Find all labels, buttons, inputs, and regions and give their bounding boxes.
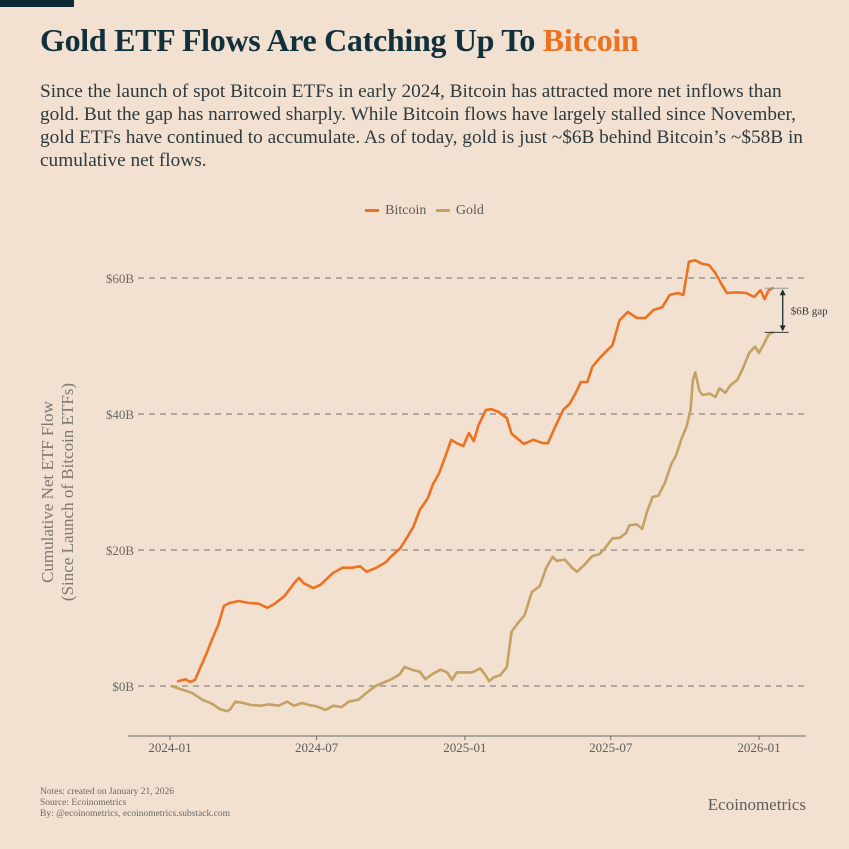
- x-tick-label: 2026-01: [737, 740, 780, 755]
- note-source: Source: Ecoinometrics: [40, 798, 127, 808]
- y-tick-label: $0B: [112, 679, 134, 694]
- subtitle: Since the launch of spot Bitcoin ETFs in…: [40, 81, 803, 171]
- series-line-gold: [170, 331, 774, 713]
- y-tick-label: $20B: [106, 543, 135, 558]
- legend-label-bitcoin: Bitcoin: [385, 202, 427, 218]
- legend-swatch-bitcoin: [365, 209, 380, 212]
- gap-annotation: $6B gap: [764, 287, 828, 333]
- x-tick-label: 2025-01: [443, 740, 486, 755]
- gridlines: [138, 277, 806, 687]
- note-by: By: @ecoinometrics, ecoinometrics.substa…: [40, 809, 230, 819]
- title-main: Gold ETF Flows Are Catching Up To: [40, 22, 543, 58]
- title-accent: Bitcoin: [542, 22, 639, 58]
- legend-item-gold[interactable]: Gold: [435, 202, 484, 219]
- legend-label-gold: Gold: [455, 202, 484, 218]
- series-line-bitcoin: [176, 259, 774, 684]
- legend-item-bitcoin[interactable]: Bitcoin: [365, 203, 426, 219]
- series-layer: [170, 259, 774, 713]
- top-accent-bar: [0, 0, 74, 7]
- brand-logo-text: Ecoinometrics: [707, 795, 806, 814]
- y-axis-ticks: $0B $20B $40B $60B: [106, 271, 135, 694]
- note-created: Notes: created on January 21, 2026: [40, 787, 175, 797]
- y-tick-label: $60B: [106, 271, 135, 286]
- x-tick-label: 2024-07: [295, 740, 339, 755]
- x-tick-label: 2024-01: [148, 740, 191, 755]
- gap-label: $6B gap: [791, 305, 828, 317]
- page-title: Gold ETF Flows Are Catching Up To Bitcoi…: [40, 22, 639, 59]
- legend: Bitcoin Gold: [0, 201, 849, 219]
- footer-notes: Notes: created on January 21, 2026 Sourc…: [40, 787, 230, 820]
- gap-arrow-head-up: [779, 289, 786, 296]
- x-axis: 2024-01 2024-07 2025-01 2025-07 2026-01: [128, 735, 806, 755]
- x-tick-label: 2025-07: [589, 740, 633, 755]
- gap-arrow-head-down: [779, 325, 786, 332]
- legend-swatch-gold: [435, 209, 450, 212]
- y-tick-label: $40B: [106, 407, 135, 422]
